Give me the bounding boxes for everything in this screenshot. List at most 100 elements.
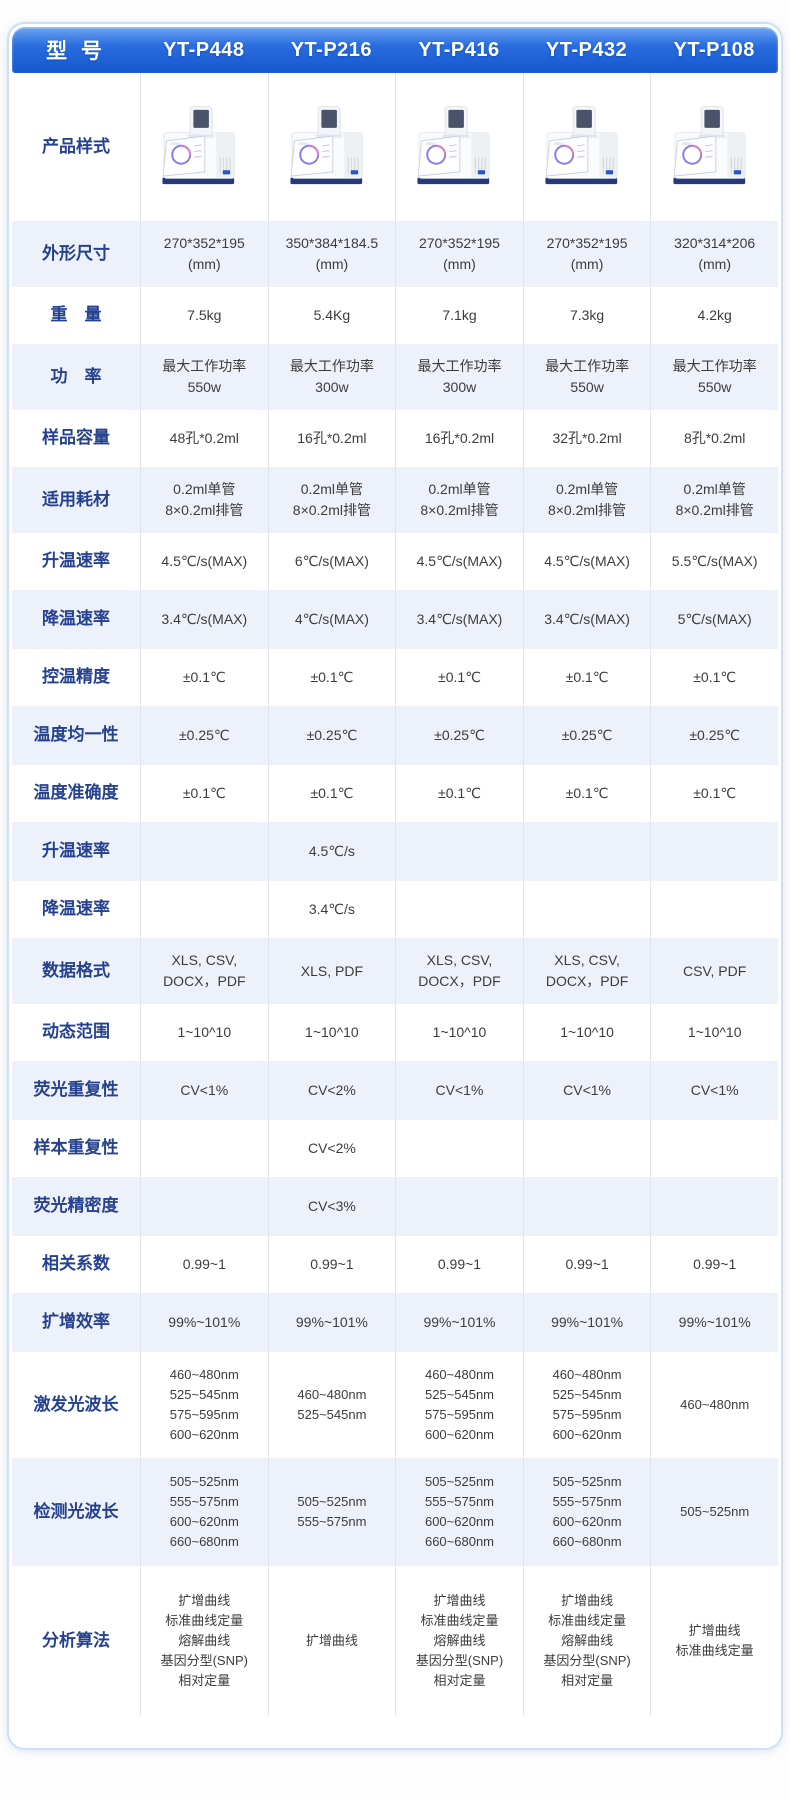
spec-value: 270*352*195 (mm) xyxy=(396,222,524,286)
spec-value: 4.2kg xyxy=(697,307,732,323)
spec-label: 检测光波长 xyxy=(12,1459,141,1565)
spec-value: 3.4℃/s(MAX) xyxy=(524,591,652,648)
spec-value: CV<1% xyxy=(524,1062,652,1119)
spec-row-18: 扩增效率 99%~101% 99%~101% 99%~101% 99%~101% 99%… xyxy=(12,1293,778,1351)
spec-value: 扩增曲线 标准曲线定量 熔解曲线 基因分型(SNP) 相对定量 xyxy=(396,1566,524,1716)
spec-value: ±0.1℃ xyxy=(524,649,652,706)
spec-value: ±0.1℃ xyxy=(269,649,397,706)
spec-row-5: 升温速率 4.5℃/s(MAX) 6℃/s(MAX) 4.5℃/s(MAX) 4.5℃… xyxy=(12,532,778,590)
spec-value: 最大工作功率 550w xyxy=(141,345,269,409)
spec-label: 适用耗材 xyxy=(12,468,141,532)
spec-value: 3.4℃/s(MAX) xyxy=(396,591,524,648)
spec-value: CSV, PDF xyxy=(683,962,747,979)
spec-value xyxy=(524,881,652,938)
spec-row-4: 适用耗材 0.2ml单管 8×0.2ml排管 0.2ml单管 8×0.2ml排管 0… xyxy=(12,467,778,532)
header-model-yt-p448: YT-P448 xyxy=(163,38,245,61)
spec-value: 1~10^10 xyxy=(687,1024,742,1040)
header-model-yt-p216: YT-P216 xyxy=(290,38,373,61)
pcr-machine-yt-p108 xyxy=(673,106,746,185)
spec-value: CV<1% xyxy=(396,1062,524,1119)
spec-value: 5.5℃/s(MAX) xyxy=(671,553,758,569)
pcr-machine-yt-p448 xyxy=(162,106,235,185)
spec-value: 4.5℃/s(MAX) xyxy=(524,533,652,590)
spec-value: 32孔*0.2ml xyxy=(524,410,652,467)
spec-label: 温度准确度 xyxy=(12,765,141,822)
spec-value: 505~525nm 555~575nm 600~620nm 660~680nm xyxy=(141,1459,269,1565)
spec-value: 1~10^10 xyxy=(396,1004,524,1061)
spec-value: 320*314*206 (mm) xyxy=(674,235,756,272)
spec-value: 5.4Kg xyxy=(269,287,397,344)
spec-value: 4.5℃/s(MAX) xyxy=(141,533,269,590)
spec-label: 激发光波长 xyxy=(12,1352,141,1458)
spec-row-2: 功 率 最大工作功率 550w 最大工作功率 300w 最大工作功率 300w 最大工… xyxy=(12,344,778,409)
spec-value: CV<2% xyxy=(269,1120,397,1177)
spec-value: 16孔*0.2ml xyxy=(396,410,524,467)
spec-value: 350*384*184.5 (mm) xyxy=(269,222,397,286)
spec-value: 5℃/s(MAX) xyxy=(677,611,752,627)
spec-value: 460~480nm 525~545nm 575~595nm 600~620nm xyxy=(396,1352,524,1458)
spec-row-15: 样本重复性 CV<2% xyxy=(12,1119,778,1177)
pcr-machine-yt-p216 xyxy=(290,106,363,185)
spec-value xyxy=(141,823,269,880)
header-model-label: 型 号 xyxy=(46,40,106,63)
spec-row-7: 控温精度 ±0.1℃ ±0.1℃ ±0.1℃ ±0.1℃ ±0.1℃ xyxy=(12,648,778,706)
spec-value: ±0.25℃ xyxy=(141,707,269,764)
spec-value: 0.2ml单管 8×0.2ml排管 xyxy=(396,468,524,532)
spec-value xyxy=(396,1178,524,1235)
spec-row-product: 产品样式 xyxy=(12,73,778,221)
spec-value: 48孔*0.2ml xyxy=(141,410,269,467)
spec-value: 扩增曲线 标准曲线定量 熔解曲线 基因分型(SNP) 相对定量 xyxy=(524,1566,652,1716)
spec-value: 1~10^10 xyxy=(269,1004,397,1061)
spec-value xyxy=(141,1120,269,1177)
spec-value: 6℃/s(MAX) xyxy=(269,533,397,590)
spec-row-19: 激发光波长 460~480nm 525~545nm 575~595nm 600~… xyxy=(12,1351,778,1458)
spec-label: 扩增效率 xyxy=(12,1294,141,1351)
spec-value: 460~480nm 525~545nm xyxy=(269,1352,397,1458)
spec-value: 270*352*195 (mm) xyxy=(141,222,269,286)
spec-label: 样品容量 xyxy=(12,410,141,467)
spec-value xyxy=(396,823,524,880)
spec-label: 产品样式 xyxy=(12,73,141,221)
spec-value xyxy=(524,1178,652,1235)
spec-label: 升温速率 xyxy=(12,823,141,880)
spec-value: 4.5℃/s(MAX) xyxy=(396,533,524,590)
spec-label: 降温速率 xyxy=(12,881,141,938)
spec-value: 16孔*0.2ml xyxy=(269,410,397,467)
spec-row-11: 降温速率 3.4℃/s xyxy=(12,880,778,938)
spec-value: 0.99~1 xyxy=(524,1236,652,1293)
spec-value: XLS, CSV, DOCX，PDF xyxy=(524,939,652,1003)
spec-value: 0.99~1 xyxy=(269,1236,397,1293)
spec-row-14: 荧光重复性 CV<1% CV<2% CV<1% CV<1% CV<1% xyxy=(12,1061,778,1119)
spec-label: 数据格式 xyxy=(12,939,141,1003)
pcr-machine-yt-p432 xyxy=(545,106,618,185)
spec-value: XLS, CSV, DOCX，PDF xyxy=(141,939,269,1003)
spec-label: 相关系数 xyxy=(12,1236,141,1293)
spec-row-6: 降温速率 3.4℃/s(MAX) 4℃/s(MAX) 3.4℃/s(MAX) 3.4℃… xyxy=(12,590,778,648)
spec-value: 最大工作功率 300w xyxy=(269,345,397,409)
spec-label: 荧光重复性 xyxy=(12,1062,141,1119)
spec-value: 460~480nm 525~545nm 575~595nm 600~620nm xyxy=(524,1352,652,1458)
spec-value: 460~480nm 525~545nm 575~595nm 600~620nm xyxy=(141,1352,269,1458)
spec-row-13: 动态范围 1~10^10 1~10^10 1~10^10 1~10^10 1~10^10 xyxy=(12,1003,778,1061)
spec-value: 0.2ml单管 8×0.2ml排管 xyxy=(269,468,397,532)
spec-value: ±0.1℃ xyxy=(693,669,737,685)
spec-label: 荧光精密度 xyxy=(12,1178,141,1235)
spec-value xyxy=(651,1178,778,1235)
spec-label: 外形尺寸 xyxy=(12,222,141,286)
spec-value: 99%~101% xyxy=(269,1294,397,1351)
spec-value xyxy=(524,1120,652,1177)
spec-rows: 产品样式 xyxy=(12,73,778,1742)
spec-value xyxy=(396,1120,524,1177)
spec-row-0: 外形尺寸 270*352*195 (mm) 350*384*184.5 (mm) 2… xyxy=(12,221,778,286)
spec-value xyxy=(141,881,269,938)
spec-value: ±0.1℃ xyxy=(396,649,524,706)
spec-value: 505~525nm 555~575nm xyxy=(269,1459,397,1565)
spec-row-9: 温度准确度 ±0.1℃ ±0.1℃ ±0.1℃ ±0.1℃ ±0.1℃ xyxy=(12,764,778,822)
table-header: 型 号 YT-P448 YT-P216 YT-P416 YT-P432 YT-P… xyxy=(12,27,778,73)
spec-value: 扩增曲线 标准曲线定量 熔解曲线 基因分型(SNP) 相对定量 xyxy=(141,1566,269,1716)
spec-value: 270*352*195 (mm) xyxy=(524,222,652,286)
product-cell-pcr-machine-yt-p108 xyxy=(651,73,778,221)
spec-row-1: 重 量 7.5kg 5.4Kg 7.1kg 7.3kg 4.2kg xyxy=(12,286,778,344)
spec-value: ±0.25℃ xyxy=(524,707,652,764)
spec-value: 7.1kg xyxy=(396,287,524,344)
